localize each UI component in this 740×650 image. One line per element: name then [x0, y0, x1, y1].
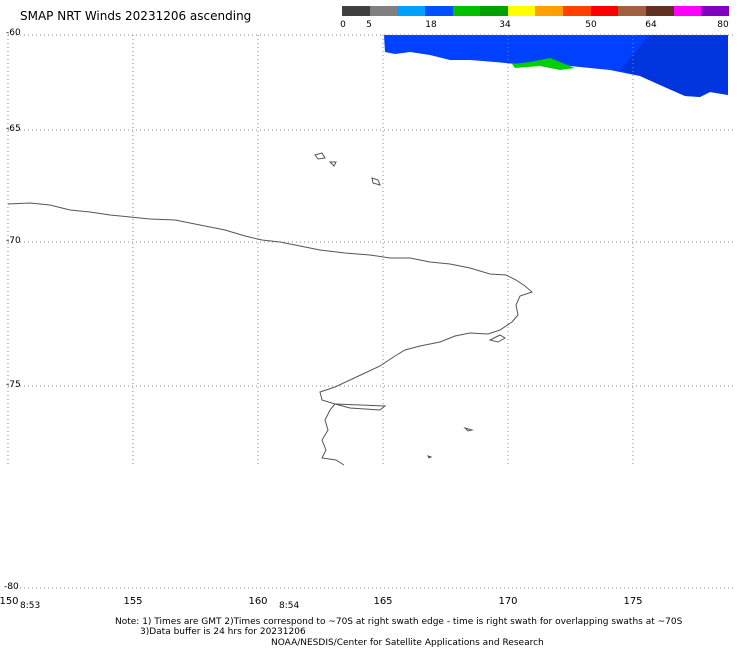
scale-label-0: 0	[340, 20, 346, 30]
wind-swath-green	[512, 58, 575, 70]
wind-speed-color-scale	[342, 6, 729, 16]
antarctic-coastline	[7, 152, 533, 466]
scale-label-34: 34	[499, 20, 511, 30]
scale-swatch-12	[673, 6, 702, 16]
swath-time-2: 8:54	[279, 601, 300, 611]
scale-swatch-4	[452, 6, 481, 16]
map-title: SMAP NRT Winds 20231206 ascending	[20, 9, 252, 23]
lon-label-175: 175	[623, 596, 643, 607]
graticule	[7, 34, 735, 589]
scale-swatch-1	[369, 6, 398, 16]
scale-label-18: 18	[425, 20, 437, 30]
scale-swatch-2	[397, 6, 425, 16]
lon-label-150: 150	[0, 596, 19, 607]
scale-label-64: 64	[645, 20, 657, 30]
lon-label-170: 170	[498, 596, 518, 607]
scale-label-50: 50	[585, 20, 597, 30]
credit-line: NOAA/NESDIS/Center for Satellite Applica…	[271, 638, 544, 648]
scale-swatch-7	[535, 6, 564, 16]
scale-swatch-6	[507, 6, 536, 16]
scale-swatch-0	[342, 6, 370, 16]
scale-label-80: 80	[717, 20, 729, 30]
scale-label-5: 5	[366, 20, 372, 30]
scale-swatch-10	[618, 6, 647, 16]
scale-swatch-3	[424, 6, 453, 16]
lon-label-160: 160	[248, 596, 268, 607]
note-line-1: Note: 1) Times are GMT 2)Times correspon…	[115, 617, 683, 627]
scale-swatch-5	[480, 6, 508, 16]
lat-label-65: -65	[6, 124, 21, 134]
note-line-2: 3)Data buffer is 24 hrs for 20231206	[140, 627, 306, 637]
lat-label-80: -80	[4, 582, 19, 592]
wind-swath-dark	[620, 35, 728, 97]
lat-label-60: -60	[6, 28, 21, 38]
swath-time-1: 8:53	[20, 601, 41, 611]
lat-label-70: -70	[6, 236, 21, 246]
lon-label-155: 155	[123, 596, 143, 607]
scale-swatch-9	[590, 6, 619, 16]
scale-swatch-13	[701, 6, 729, 16]
lon-label-165: 165	[373, 596, 393, 607]
scale-swatch-8	[563, 6, 591, 16]
lat-label-75: -75	[6, 380, 21, 390]
scale-swatch-11	[646, 6, 674, 16]
